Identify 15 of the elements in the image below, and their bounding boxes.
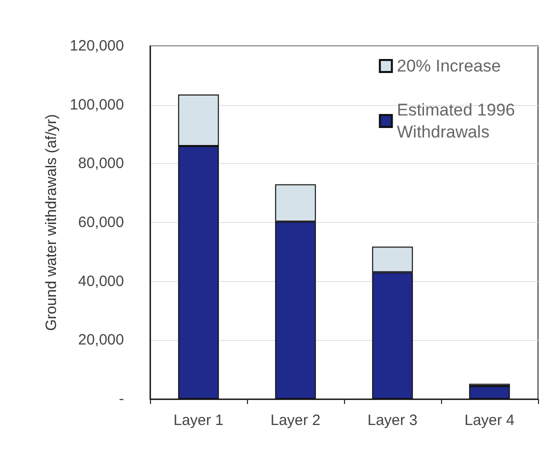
bar xyxy=(469,386,510,399)
x-tick-label: Layer 3 xyxy=(367,412,418,429)
y-tick-label: 100,000 xyxy=(70,96,124,114)
y-axis-title: Ground water withdrawals (af/yr) xyxy=(42,114,60,331)
y-tick-label: 80,000 xyxy=(78,155,124,172)
x-tick-label: Layer 4 xyxy=(464,412,515,429)
y-tick-label: 20,000 xyxy=(78,332,124,349)
x-tick-label: Layer 2 xyxy=(270,412,321,429)
y-tick-label: 60,000 xyxy=(78,214,124,231)
y-tick-label: 120,000 xyxy=(70,38,124,54)
legend-label: 20% Increase xyxy=(396,56,501,76)
x-tick-label: Layer 1 xyxy=(173,412,224,429)
y-tick-label: 40,000 xyxy=(78,272,124,290)
legend-label: Estimated 1996 Withdrawals xyxy=(396,100,516,142)
y-tick-label: - xyxy=(119,390,124,408)
